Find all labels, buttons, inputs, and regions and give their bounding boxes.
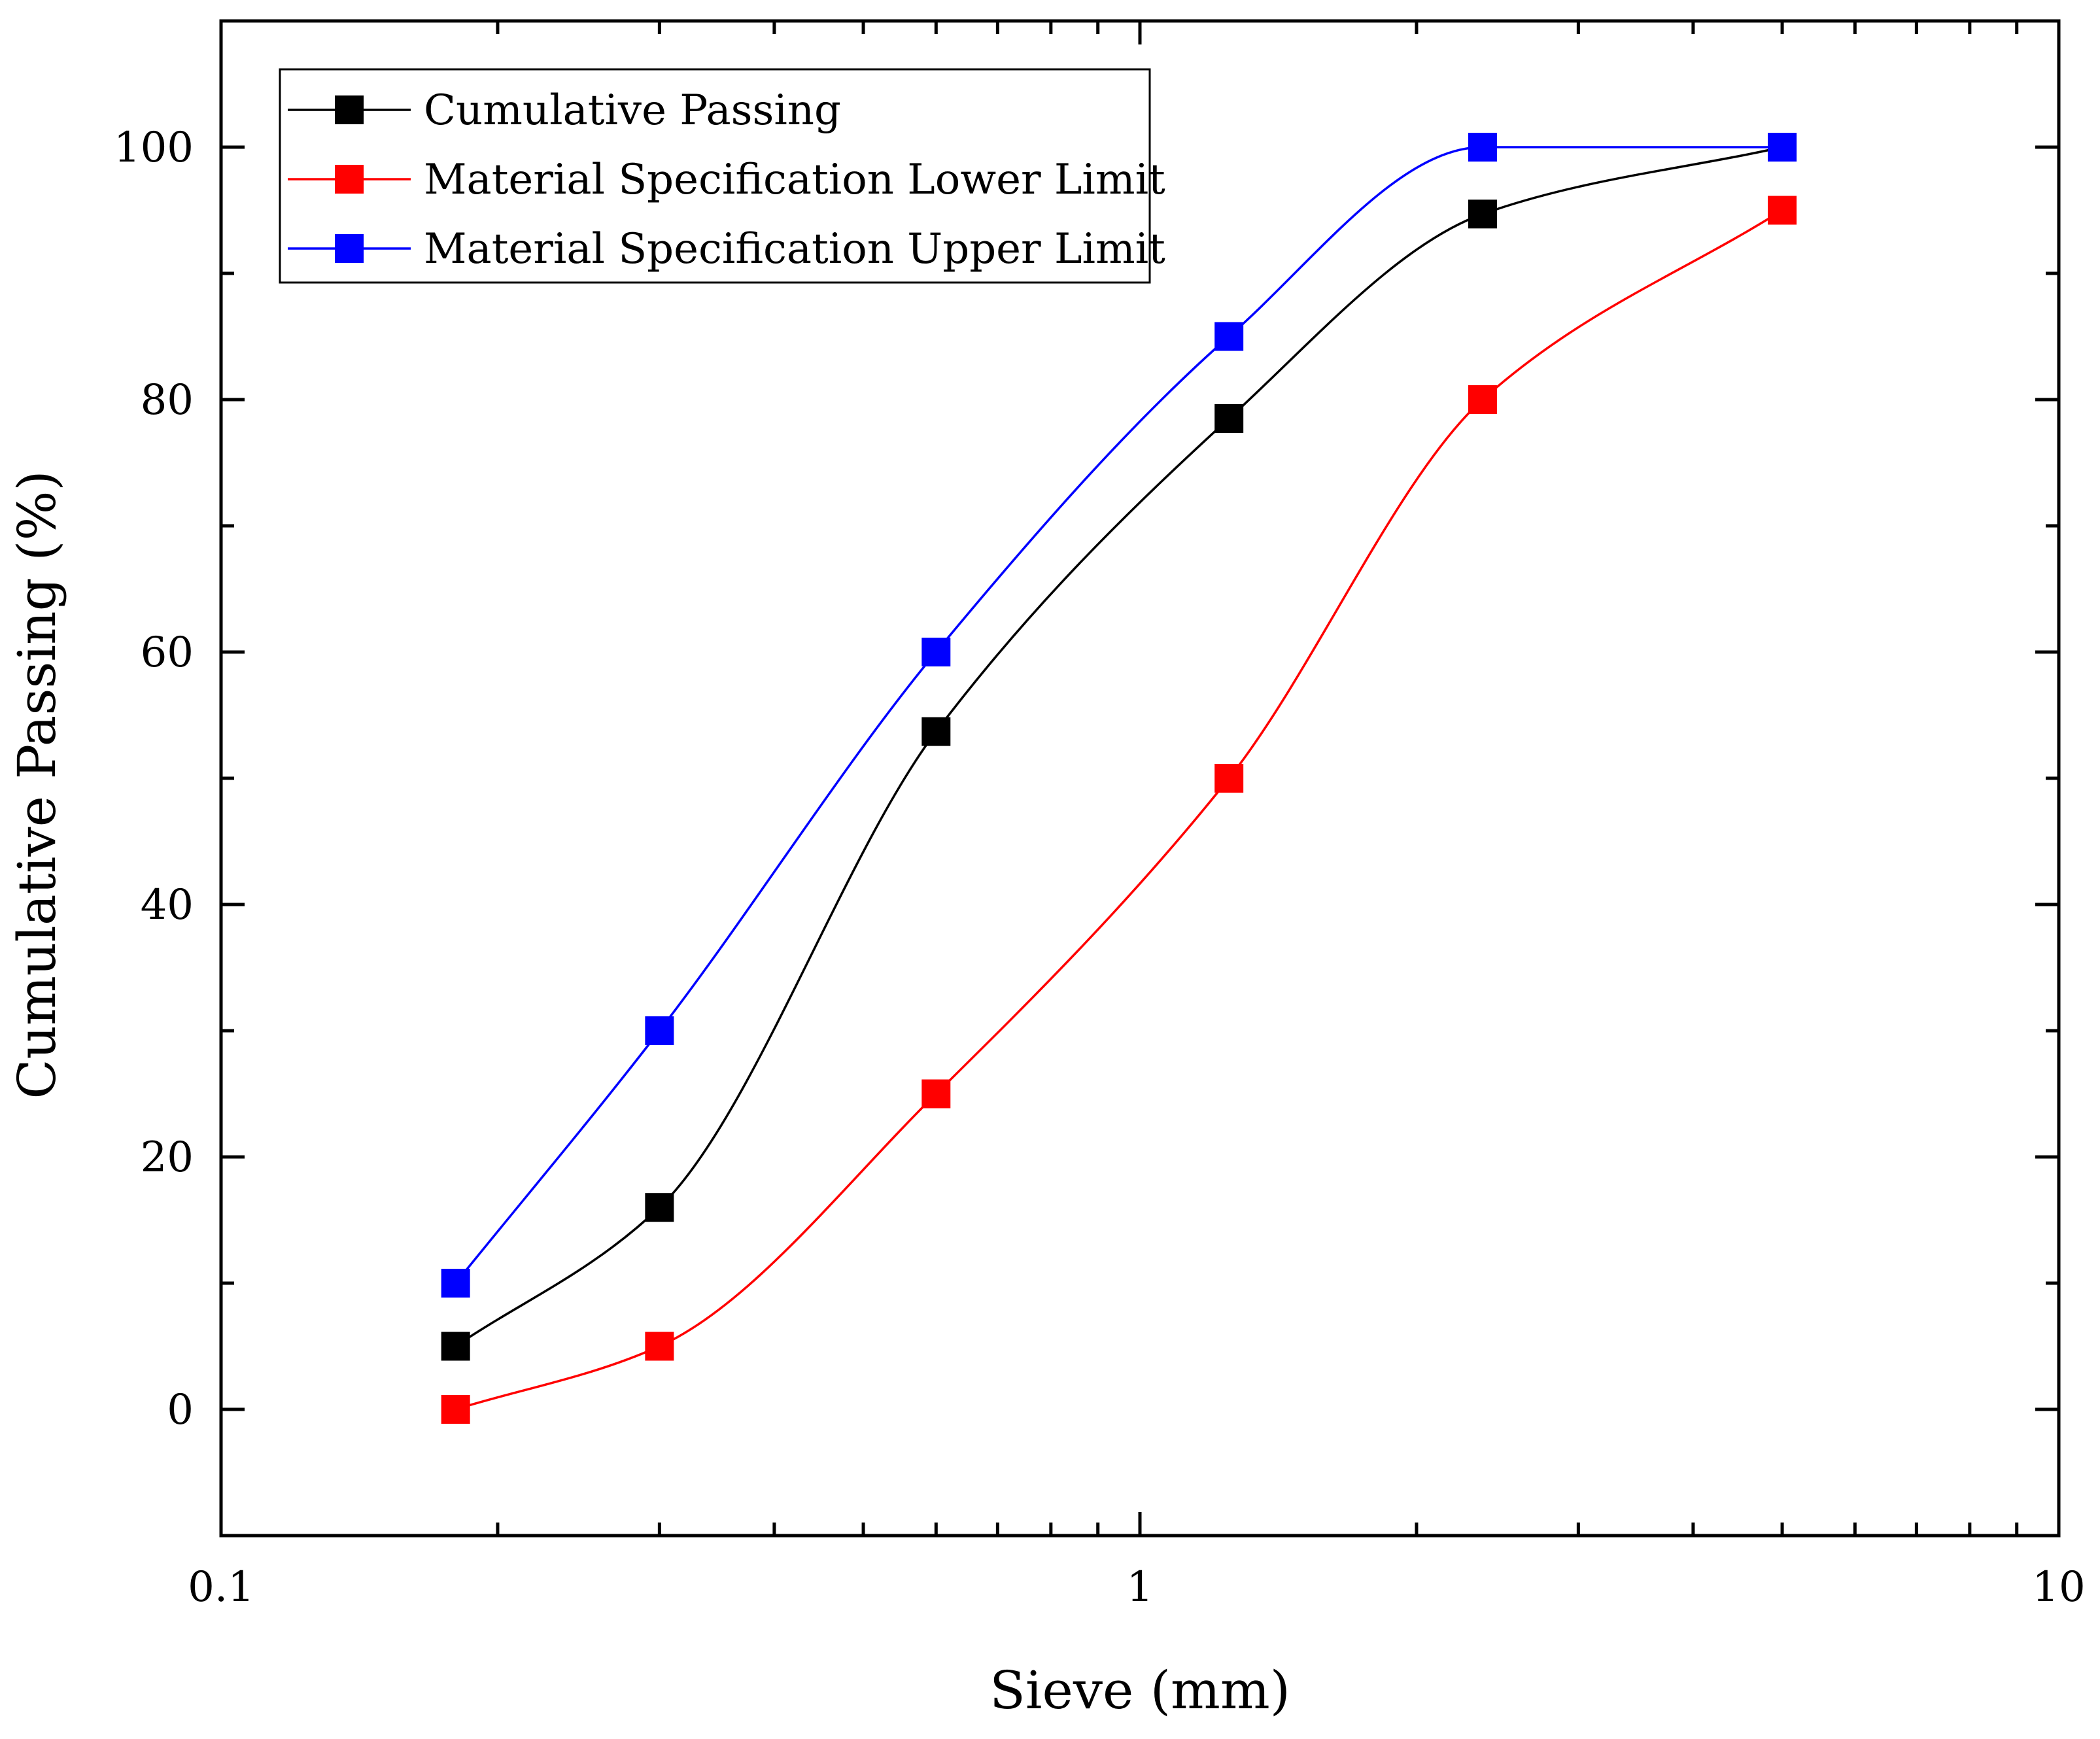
data-point [441, 1332, 470, 1361]
data-point [1214, 764, 1244, 793]
data-point [645, 1193, 674, 1222]
y-tick-labels: 0 20 40 60 80 100 [114, 124, 194, 1434]
data-point [1768, 196, 1797, 225]
data-point [441, 1269, 470, 1298]
data-point [645, 1332, 674, 1361]
legend-label: Cumulative Passing [424, 86, 841, 135]
data-point [645, 1016, 674, 1045]
data-point [921, 1079, 951, 1109]
legend-label: Material Specification Lower Limit [424, 156, 1165, 204]
y-tick-label: 40 [141, 881, 194, 929]
data-point [1468, 133, 1497, 162]
data-point [1468, 385, 1497, 414]
data-point [921, 717, 951, 746]
series-markers [441, 133, 1797, 1424]
legend-box [279, 68, 1151, 284]
y-tick-label: 60 [141, 628, 194, 677]
y-tick-label: 100 [114, 124, 194, 172]
x-tick-label: 10 [2032, 1563, 2085, 1611]
data-point [1468, 199, 1497, 229]
plot-frame [219, 19, 2061, 1538]
series-line [455, 209, 1783, 1411]
y-axis-title: Cumulative Passing (%) [7, 470, 67, 1099]
x-axis-title: Sieve (mm) [990, 1660, 1290, 1721]
legend-label: Material Specification Upper Limit [424, 225, 1165, 273]
data-point [1214, 404, 1244, 433]
legend-marker [335, 95, 364, 124]
data-point [921, 638, 951, 666]
series-line [455, 146, 1783, 1284]
legend-marker [335, 165, 364, 194]
x-tick-labels: 0.1 1 10 [188, 1563, 2086, 1611]
x-tick-label: 0.1 [188, 1563, 254, 1611]
y-tick-label: 80 [141, 376, 194, 424]
legend: Cumulative Passing Material Specification… [279, 68, 1165, 284]
legend-marker [335, 234, 364, 263]
data-point [1768, 133, 1797, 162]
x-tick-label: 1 [1127, 1563, 1154, 1611]
y-tick-label: 20 [141, 1133, 194, 1182]
data-point [1214, 322, 1244, 351]
series-line [455, 146, 1783, 1347]
y-tick-label: 0 [167, 1386, 194, 1434]
data-point [441, 1395, 470, 1424]
